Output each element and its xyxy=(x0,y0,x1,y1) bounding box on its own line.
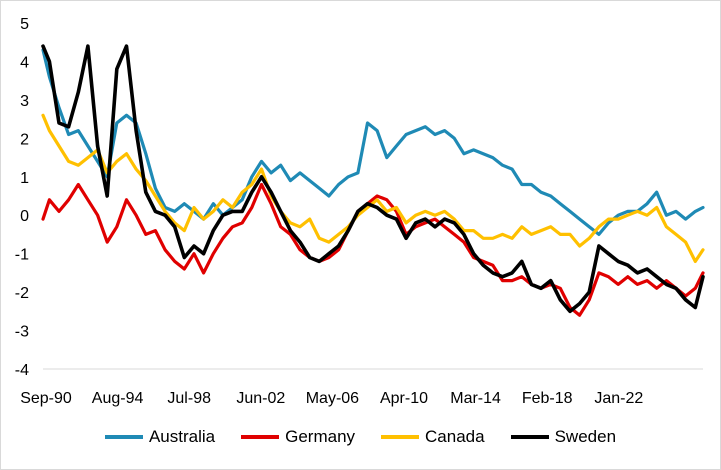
y-tick-label: 4 xyxy=(20,54,29,71)
y-tick-label: -2 xyxy=(15,285,29,302)
legend-swatch xyxy=(381,435,420,439)
x-tick-label: Mar-14 xyxy=(450,390,501,407)
x-tick-label: Jul-98 xyxy=(167,390,211,407)
x-tick-label: Feb-18 xyxy=(522,390,573,407)
series-line-sweden xyxy=(41,44,705,314)
y-tick-label: -3 xyxy=(15,324,29,341)
series-lines xyxy=(41,44,705,317)
y-tick-label: 0 xyxy=(20,208,29,225)
legend-item-canada: Canada xyxy=(381,427,485,447)
y-tick-label: -4 xyxy=(15,362,29,379)
y-tick-label: 2 xyxy=(20,131,29,148)
x-tick-label: Jun-02 xyxy=(236,390,285,407)
series-line-germany xyxy=(41,182,705,317)
legend: Australia Germany Canada Sweden xyxy=(1,427,720,447)
x-tick-label: Aug-94 xyxy=(92,390,144,407)
x-tick-label: Sep-90 xyxy=(20,390,72,407)
legend-swatch xyxy=(104,435,143,439)
legend-swatch xyxy=(241,435,280,439)
legend-label: Germany xyxy=(285,427,356,446)
y-tick-label: 5 xyxy=(20,16,29,33)
y-tick-label: -1 xyxy=(15,247,29,264)
legend-label: Australia xyxy=(148,427,216,446)
line-chart: 5 4 3 2 1 0 -1 -2 -3 -4 Sep-90 Aug-94 Jul-98 Jun-02 M… xyxy=(15,16,705,407)
x-tick-label: Jan-22 xyxy=(594,390,643,407)
legend-label: Sweden xyxy=(554,427,617,446)
x-axis-ticks: Sep-90 Aug-94 Jul-98 Jun-02 May-06 Apr-10 Mar-… xyxy=(20,390,643,407)
legend-item-sweden: Sweden xyxy=(510,427,617,447)
legend-label: Canada xyxy=(425,427,485,446)
y-tick-label: 1 xyxy=(20,170,29,187)
y-axis-ticks: 5 4 3 2 1 0 -1 -2 -3 -4 xyxy=(15,16,29,379)
legend-item-germany: Germany xyxy=(241,427,355,447)
legend-swatch xyxy=(510,435,549,439)
y-tick-label: 3 xyxy=(20,93,29,110)
series-line-canada xyxy=(41,113,705,263)
x-tick-label: Apr-10 xyxy=(380,390,428,407)
x-tick-label: May-06 xyxy=(306,390,359,407)
legend-item-australia: Australia xyxy=(104,427,216,447)
